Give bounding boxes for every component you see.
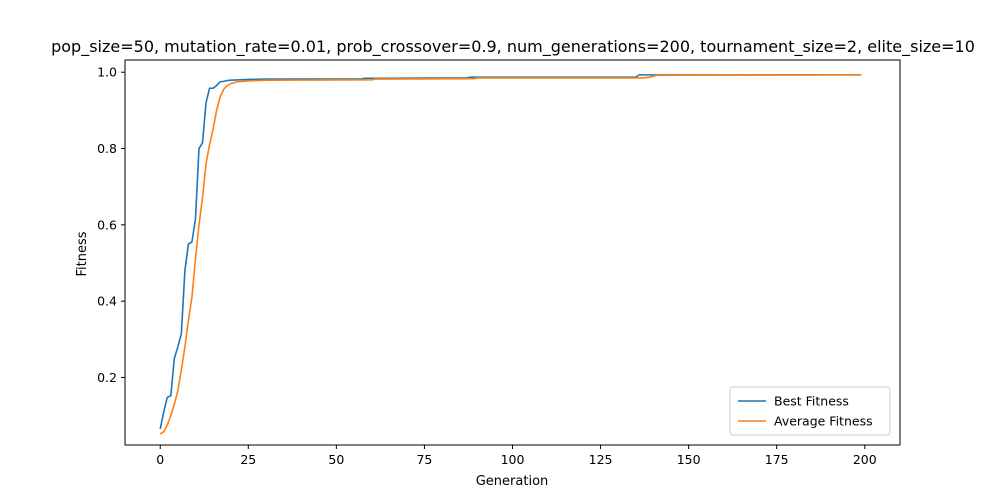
y-axis-label: Fitness [75, 231, 90, 276]
legend-box [729, 386, 891, 436]
x-tick-label: 50 [328, 452, 344, 467]
x-tick-label: 200 [853, 452, 877, 467]
x-tick-label: 175 [765, 452, 789, 467]
x-tick-label: 125 [589, 452, 613, 467]
legend-label-0: Best Fitness [774, 394, 849, 409]
x-tick-label: 150 [677, 452, 701, 467]
x-axis-ticks: 0 25 50 75 100 125 150 175 200 [156, 445, 877, 467]
x-tick-label: 100 [501, 452, 525, 467]
x-axis-label: Generation [476, 474, 549, 489]
chart-title: pop_size=50, mutation_rate=0.01, prob_cr… [51, 37, 975, 57]
legend-label-1: Average Fitness [774, 414, 873, 429]
x-tick-label: 0 [156, 452, 164, 467]
y-tick-label: 0.4 [97, 294, 117, 309]
series-line-0 [159, 74, 862, 430]
y-tick-label: 1.0 [97, 65, 117, 80]
y-tick-label: 0.2 [97, 370, 117, 385]
x-tick-label: 25 [240, 452, 256, 467]
y-tick-label: 0.8 [97, 141, 117, 156]
y-tick-label: 0.6 [97, 217, 117, 232]
plot-lines [159, 74, 862, 435]
series-line-1 [159, 74, 862, 435]
x-tick-label: 75 [416, 452, 432, 467]
y-axis-ticks: 0.2 0.4 0.6 0.8 1.0 [97, 65, 125, 385]
legend: Best Fitness Average Fitness [729, 386, 891, 436]
